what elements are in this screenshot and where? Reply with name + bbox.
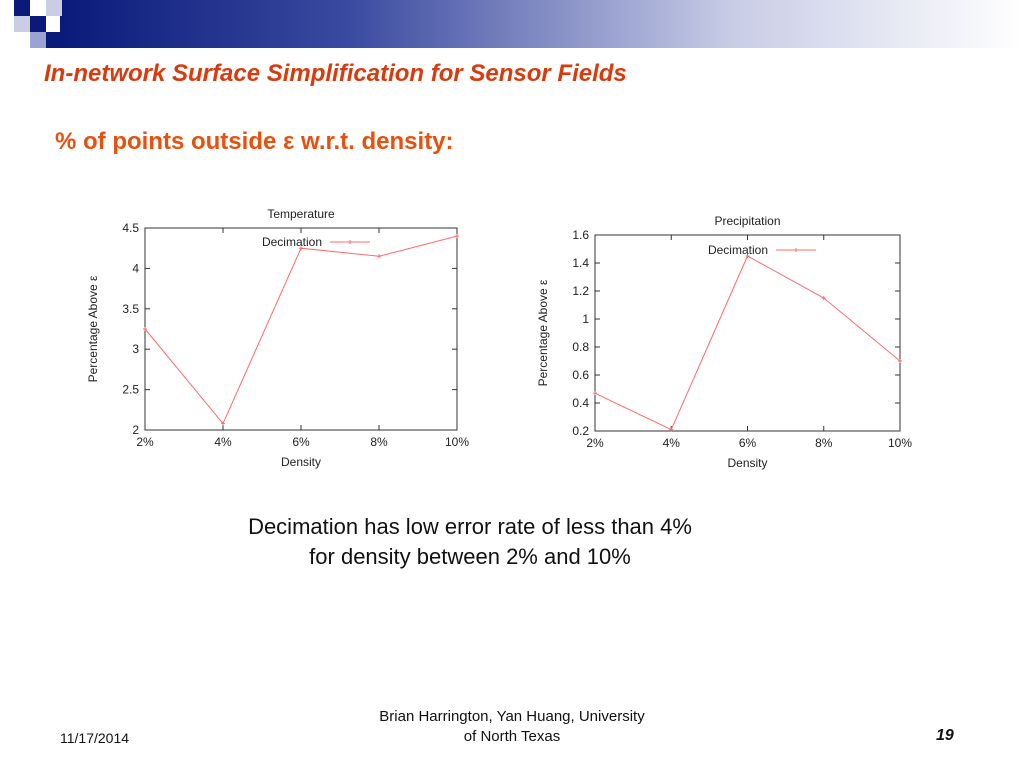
y-tick-label: 4 <box>132 261 139 275</box>
legend-label: Decimation <box>708 243 768 257</box>
footer-author-line: Brian Harrington, Yan Huang, University <box>379 708 645 725</box>
series-line <box>144 235 458 425</box>
temperature-chart: Temperature 2 2.5 3 3.5 4 4.5 2% 4% 6% 8% 10% Densit… <box>86 207 469 469</box>
header-square <box>30 0 46 16</box>
caption-line: Decimation has low error rate of less th… <box>248 514 692 539</box>
x-tick-label: 6% <box>739 436 757 450</box>
x-tick-label: 6% <box>292 435 310 449</box>
page-number: 19 <box>936 727 954 744</box>
y-tick-label: 2 <box>132 423 139 437</box>
header-gradient <box>60 0 1024 48</box>
x-tick-label: 4% <box>663 436 681 450</box>
slide-subtitle: % of points outside ε w.r.t. density: <box>55 128 454 155</box>
footer-date: 11/17/2014 <box>60 730 130 746</box>
y-tick-label: 1.2 <box>572 284 589 298</box>
series-line <box>594 255 901 431</box>
y-tick-label: 1.6 <box>572 228 589 242</box>
plot-frame <box>594 234 901 432</box>
y-tick-label: 0.4 <box>572 396 589 410</box>
header-square <box>30 16 46 32</box>
y-tick-label: 0.8 <box>572 340 589 354</box>
header-square <box>46 32 62 48</box>
x-tick-label: 10% <box>888 436 912 450</box>
footer-author: Brian Harrington, Yan Huang, University … <box>352 707 672 747</box>
x-tick-label: 2% <box>586 436 604 450</box>
y-tick-label: 2.5 <box>122 383 139 397</box>
chart-title: Precipitation <box>714 214 780 228</box>
y-axis-label: Percentage Above ε <box>86 275 100 382</box>
x-tick-label: 10% <box>445 435 469 449</box>
slide-title: In-network Surface Simplification for Se… <box>44 60 627 87</box>
footer-author-line: of North Texas <box>463 728 561 745</box>
y-axis-label: Percentage Above ε <box>536 279 550 386</box>
x-tick-label: 8% <box>815 436 833 450</box>
y-tick-label: 1.4 <box>572 256 589 270</box>
x-axis-label: Density <box>281 455 321 469</box>
x-axis-label: Density <box>727 456 767 470</box>
header-square <box>46 0 62 16</box>
x-tick-label: 8% <box>370 435 388 449</box>
precipitation-chart: Precipitation 0.2 0.4 0.6 0.8 1 1.2 1.4 1.6 2% 4% 6… <box>536 214 912 470</box>
y-tick-label: 4.5 <box>122 221 139 235</box>
y-tick-label: 0.2 <box>572 424 589 438</box>
chart-title: Temperature <box>267 207 335 221</box>
x-tick-label: 4% <box>214 435 232 449</box>
legend-label: Decimation <box>262 235 322 249</box>
header-square <box>14 0 30 16</box>
x-tick-label: 2% <box>136 435 154 449</box>
y-tick-label: 1 <box>582 312 589 326</box>
y-tick-label: 3.5 <box>122 302 139 316</box>
header-square <box>30 32 46 48</box>
header-square <box>14 16 30 32</box>
caption: Decimation has low error rate of less th… <box>170 512 770 572</box>
y-tick-label: 3 <box>132 342 139 356</box>
caption-line: for density between 2% and 10% <box>309 544 631 569</box>
plot-frame <box>144 227 458 431</box>
y-tick-label: 0.6 <box>572 368 589 382</box>
header-band <box>0 0 1024 48</box>
